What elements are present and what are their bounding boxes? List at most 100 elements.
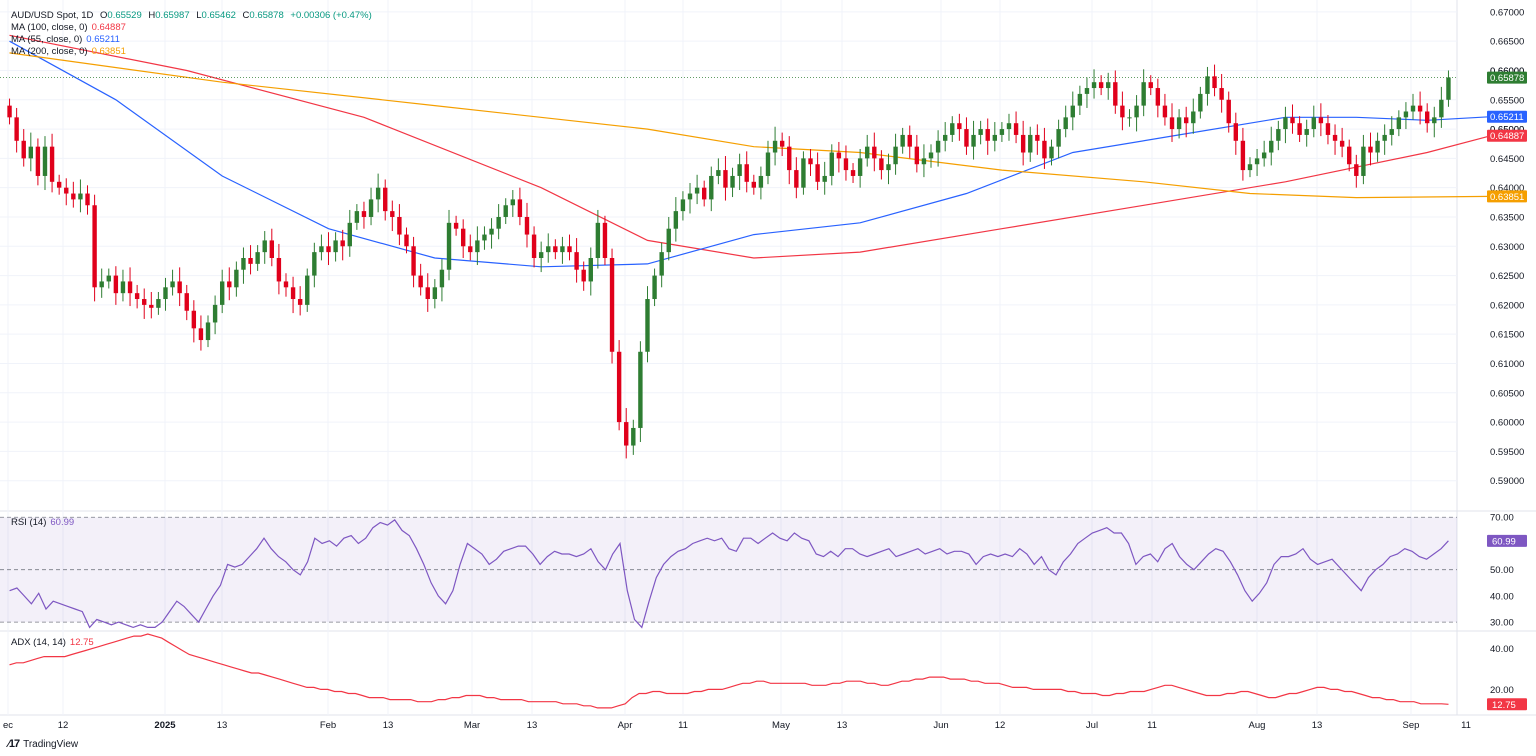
candle[interactable] [142, 288, 147, 319]
candle[interactable] [1332, 124, 1338, 155]
candle[interactable] [1269, 126, 1274, 166]
candlesticks[interactable] [7, 64, 1451, 459]
candle[interactable] [1354, 154, 1359, 188]
candle[interactable] [815, 152, 820, 191]
candle[interactable] [305, 268, 310, 312]
candle[interactable] [1290, 104, 1295, 134]
candle[interactable] [801, 151, 806, 195]
candle[interactable] [1361, 134, 1366, 185]
candle[interactable] [609, 248, 615, 364]
candle[interactable] [758, 166, 764, 200]
candle[interactable] [340, 229, 345, 261]
candle[interactable] [1297, 116, 1302, 142]
candle[interactable] [886, 153, 891, 185]
candle[interactable] [1113, 70, 1118, 114]
candle[interactable] [503, 198, 508, 225]
candle[interactable] [978, 120, 983, 145]
candle[interactable] [1325, 115, 1331, 145]
candle[interactable] [1304, 119, 1309, 147]
candle[interactable] [595, 209, 601, 269]
candle[interactable] [92, 194, 97, 302]
candle[interactable] [248, 245, 253, 275]
candle[interactable] [191, 300, 197, 343]
candle[interactable] [319, 234, 324, 261]
candle[interactable] [425, 273, 430, 312]
candle[interactable] [21, 129, 26, 167]
candle[interactable] [71, 181, 76, 208]
candle[interactable] [482, 226, 487, 250]
candle[interactable] [347, 209, 352, 257]
candle[interactable] [1035, 124, 1040, 155]
candle[interactable] [779, 132, 785, 157]
candle[interactable] [333, 232, 338, 262]
candle[interactable] [1417, 91, 1423, 125]
candle[interactable] [687, 182, 693, 214]
candle[interactable] [1063, 105, 1068, 138]
candle[interactable] [446, 209, 452, 281]
candle[interactable] [1077, 85, 1083, 116]
candle[interactable] [865, 134, 870, 167]
candle[interactable] [269, 228, 275, 267]
candle[interactable] [574, 238, 579, 283]
candle[interactable] [1424, 103, 1430, 133]
candle[interactable] [1098, 75, 1104, 96]
candle[interactable] [390, 200, 395, 232]
candle[interactable] [1169, 103, 1175, 142]
candle[interactable] [64, 178, 69, 206]
candle[interactable] [1439, 86, 1444, 128]
candle[interactable] [262, 231, 267, 264]
candle[interactable] [1056, 119, 1061, 159]
candle[interactable] [581, 261, 586, 291]
candle[interactable] [546, 233, 551, 263]
candle[interactable] [227, 267, 232, 301]
candle[interactable] [1127, 109, 1132, 127]
candle[interactable] [659, 242, 664, 288]
candle[interactable] [1226, 91, 1231, 133]
candle[interactable] [28, 132, 34, 172]
candle[interactable] [1375, 132, 1380, 162]
candle[interactable] [149, 291, 154, 319]
candle[interactable] [1091, 69, 1097, 99]
candle[interactable] [709, 166, 714, 212]
candle[interactable] [992, 122, 998, 152]
candle[interactable] [1042, 127, 1047, 169]
candle[interactable] [872, 132, 877, 172]
candle[interactable] [1013, 111, 1019, 144]
candle[interactable] [645, 286, 650, 363]
candle[interactable] [510, 190, 516, 217]
candle[interactable] [1191, 98, 1196, 134]
candle[interactable] [1049, 139, 1054, 166]
candle[interactable] [1205, 66, 1210, 106]
candle[interactable] [730, 167, 735, 198]
candle[interactable] [475, 226, 480, 266]
candle[interactable] [787, 136, 792, 185]
candle[interactable] [921, 144, 927, 178]
candle[interactable] [1028, 126, 1033, 162]
candle[interactable] [1176, 109, 1182, 139]
candle[interactable] [1347, 139, 1352, 172]
candle[interactable] [900, 127, 905, 154]
candle[interactable] [496, 204, 501, 240]
candle[interactable] [907, 125, 912, 159]
candle[interactable] [7, 98, 12, 125]
candle[interactable] [701, 180, 707, 207]
candle[interactable] [1198, 86, 1203, 119]
candle[interactable] [106, 268, 111, 289]
candle[interactable] [794, 157, 799, 199]
candle[interactable] [1318, 103, 1324, 137]
tradingview-logo[interactable]: ⁄17 TradingView [8, 738, 78, 750]
candle[interactable] [843, 145, 849, 181]
candle[interactable] [184, 284, 189, 321]
candle[interactable] [602, 215, 608, 266]
candle[interactable] [1212, 64, 1217, 97]
candle[interactable] [1020, 120, 1026, 166]
candle[interactable] [35, 138, 41, 186]
candle[interactable] [1382, 124, 1387, 155]
candle[interactable] [1240, 127, 1246, 181]
candle[interactable] [616, 340, 622, 431]
candle[interactable] [553, 239, 558, 260]
candle[interactable] [957, 113, 962, 141]
candle[interactable] [822, 161, 827, 195]
candle[interactable] [78, 179, 83, 213]
candle[interactable] [326, 232, 331, 266]
